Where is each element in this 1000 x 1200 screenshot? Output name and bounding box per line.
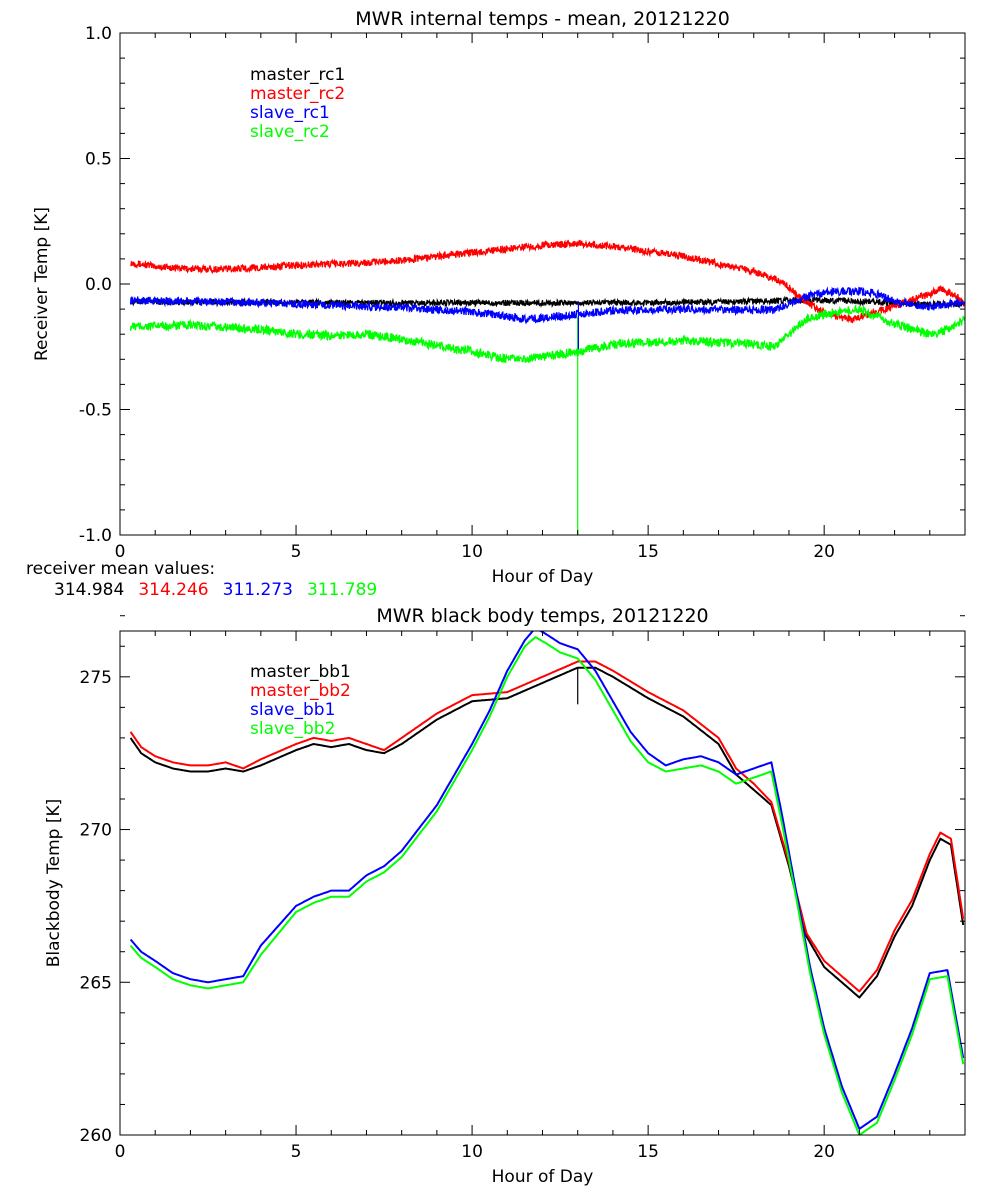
y-tick-label: 270 xyxy=(80,821,112,841)
ticks xyxy=(119,615,966,1136)
x-tick-label: 5 xyxy=(291,542,302,562)
mean-value-slave-rc1: 311.273 xyxy=(222,580,293,600)
y-tick-label: 265 xyxy=(80,973,112,993)
y-tick-label: 0.0 xyxy=(85,275,112,295)
series-master-bb2 xyxy=(129,660,965,993)
y-tick-label: 1.0 xyxy=(85,24,112,44)
x-tick-label: 5 xyxy=(291,1142,302,1162)
x-tick-label: 15 xyxy=(637,1142,659,1162)
plot-area xyxy=(129,239,965,535)
legend-entry-slave-rc1: slave_rc1 xyxy=(250,103,330,123)
x-axis-label: Hour of Day xyxy=(492,1167,594,1187)
x-tick-label: 0 xyxy=(115,542,126,562)
plot-frame xyxy=(119,630,966,1136)
x-tick-label: 20 xyxy=(813,542,835,562)
y-axis-label: Receiver Temp [K] xyxy=(32,207,52,361)
receiver-mean-values: 314.984 314.246 311.273 311.789 xyxy=(54,580,391,600)
mean-value-master-rc2: 314.246 xyxy=(138,580,209,600)
series-slave-rc2 xyxy=(129,304,965,364)
legend-entry-master-rc1: master_rc1 xyxy=(250,65,345,85)
legend-entry-slave-bb1: slave_bb1 xyxy=(250,700,335,720)
mean-value-master-rc1: 314.984 xyxy=(54,580,125,600)
legend-entry-slave-rc2: slave_rc2 xyxy=(250,122,330,142)
series-master-bb1 xyxy=(129,666,965,999)
series-slave-bb2 xyxy=(129,636,965,1135)
legend-entry-master-bb2: master_bb2 xyxy=(250,681,351,701)
y-tick-label: 275 xyxy=(80,668,112,688)
mean-value-slave-rc2: 311.789 xyxy=(306,580,378,600)
chart-2: 0 5 10 15 20 260 265 270 275 MWR black body temps… xyxy=(44,605,966,1187)
receiver-mean-label: receiver mean values: xyxy=(26,559,216,579)
y-axis-label: Blackbody Temp [K] xyxy=(44,799,64,968)
ticks xyxy=(119,32,966,536)
x-tick-label: 10 xyxy=(461,542,483,562)
y-tick-label: -1.0 xyxy=(79,526,112,546)
legend-entry-master-bb1: master_bb1 xyxy=(250,662,351,682)
plot-frame xyxy=(119,32,966,536)
chart-title: MWR black body temps, 20121220 xyxy=(376,605,708,627)
y-tick-label: 0.5 xyxy=(85,150,112,170)
series-slave-rc1 xyxy=(129,286,965,325)
y-tick-label: 260 xyxy=(80,1126,112,1146)
y-tick-label: -0.5 xyxy=(79,401,112,421)
x-tick-label: 15 xyxy=(637,542,659,562)
chart-1: 0 5 10 15 20 -1.0 -0.5 0.0 0.5 1.0 MWR internal te… xyxy=(32,8,966,587)
x-tick-label: 0 xyxy=(115,1142,126,1162)
x-tick-label: 20 xyxy=(813,1142,835,1162)
plot-area xyxy=(129,631,965,1135)
series-slave-bb1 xyxy=(129,631,965,1130)
legend-entry-slave-bb2: slave_bb2 xyxy=(250,719,335,739)
legend-entry-master-rc2: master_rc2 xyxy=(250,84,345,104)
x-tick-label: 10 xyxy=(461,1142,483,1162)
chart-title: MWR internal temps - mean, 20121220 xyxy=(355,8,730,30)
x-axis-label: Hour of Day xyxy=(492,567,594,587)
